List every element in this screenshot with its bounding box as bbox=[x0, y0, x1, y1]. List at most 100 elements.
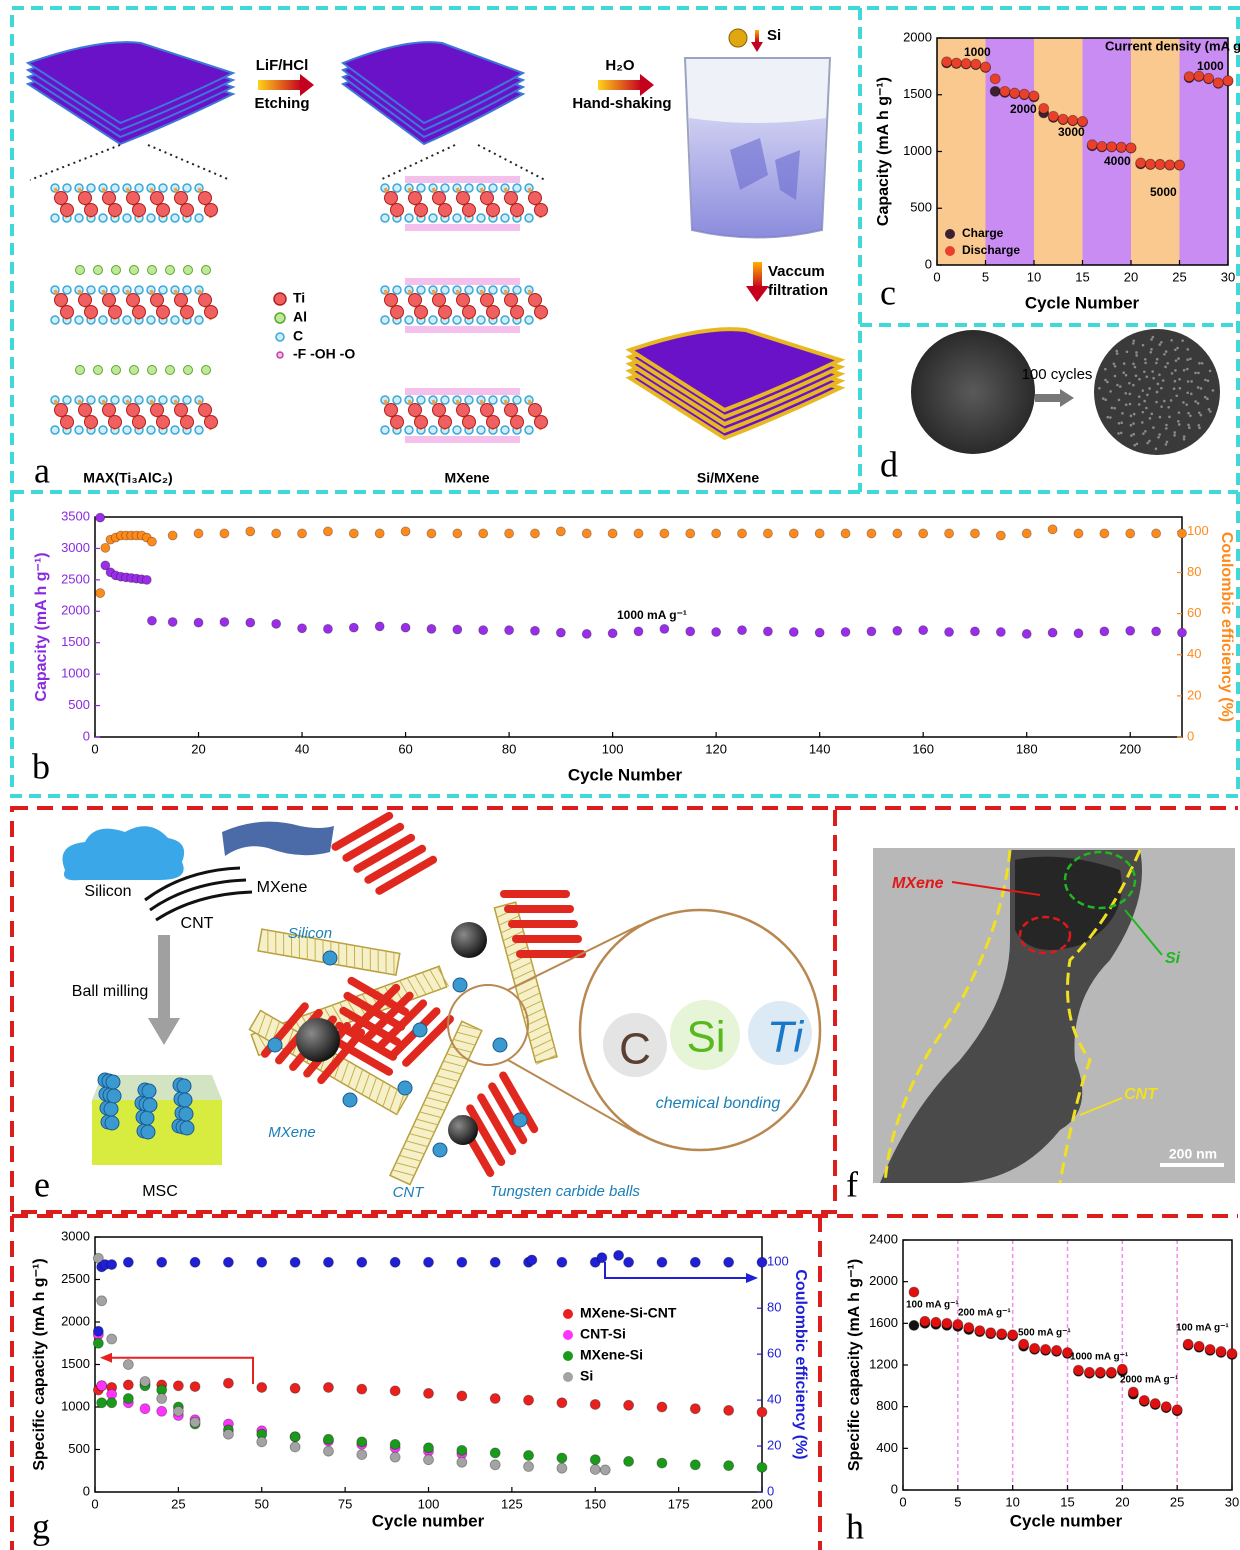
cnt-ring bbox=[422, 1104, 445, 1111]
data-point bbox=[1212, 77, 1224, 89]
atom-ti bbox=[462, 305, 476, 319]
cnt-ring bbox=[406, 977, 419, 998]
atom-c bbox=[194, 425, 204, 435]
data-point bbox=[656, 1457, 668, 1469]
silicon-ball bbox=[342, 1092, 358, 1108]
cnt-ring bbox=[347, 1065, 357, 1087]
atom-c bbox=[86, 183, 96, 193]
legend-swatch bbox=[276, 351, 284, 359]
cnt-ring bbox=[498, 915, 520, 926]
data-point bbox=[989, 73, 1001, 85]
data-point bbox=[599, 1464, 611, 1476]
termination bbox=[405, 176, 520, 183]
silicon-ball bbox=[412, 1022, 428, 1038]
arrow-head bbox=[100, 1352, 112, 1363]
silicon-ball bbox=[140, 1124, 156, 1140]
atom-ti bbox=[180, 415, 194, 429]
speckle bbox=[1173, 379, 1177, 383]
atom-c bbox=[170, 425, 180, 435]
cnt-ring bbox=[433, 1082, 455, 1090]
atom-ti bbox=[390, 415, 404, 429]
data-point bbox=[1018, 88, 1030, 100]
pointer bbox=[1079, 1097, 1123, 1116]
annotation: 4000 bbox=[1104, 154, 1131, 168]
data-point bbox=[1086, 139, 1098, 151]
atom-c bbox=[428, 213, 438, 223]
speckle bbox=[1196, 402, 1200, 405]
atom-c bbox=[452, 315, 462, 325]
speckle bbox=[1124, 373, 1128, 377]
speckle bbox=[1122, 362, 1126, 365]
label: CNT bbox=[393, 1184, 426, 1201]
data-point bbox=[193, 617, 204, 628]
data-point bbox=[106, 1333, 118, 1345]
data-point bbox=[623, 1256, 634, 1268]
speckle bbox=[1132, 339, 1136, 343]
cnt-ring bbox=[331, 1004, 344, 1025]
data-point bbox=[1051, 1345, 1062, 1356]
x-tick-label: 100 bbox=[418, 1496, 440, 1511]
data-point bbox=[995, 627, 1006, 637]
data-point bbox=[423, 1454, 434, 1466]
cnt-ring bbox=[298, 935, 300, 959]
data-point bbox=[245, 526, 256, 537]
y-tick-label: 2000 bbox=[903, 29, 932, 44]
cnt-ring bbox=[361, 946, 363, 970]
speckle bbox=[1146, 393, 1149, 397]
data-point bbox=[96, 1380, 108, 1392]
mxene-sheet bbox=[222, 821, 334, 856]
y-tick-label: 400 bbox=[876, 1440, 898, 1455]
speckle bbox=[1172, 387, 1176, 390]
shaded-region bbox=[937, 38, 986, 265]
speckle bbox=[1128, 392, 1132, 396]
arrow bbox=[746, 286, 769, 302]
speckle bbox=[1160, 386, 1163, 390]
speckle bbox=[1148, 439, 1151, 443]
data-point bbox=[456, 1444, 468, 1456]
atom-c bbox=[134, 285, 144, 295]
data-point bbox=[555, 526, 566, 537]
y-axis-label: Capacity (mA h g⁻¹) bbox=[33, 552, 50, 701]
data-point bbox=[623, 1399, 634, 1411]
atom-ti bbox=[180, 305, 194, 319]
atom-ti bbox=[504, 191, 518, 205]
data-point bbox=[685, 528, 696, 539]
data-point bbox=[1067, 114, 1079, 126]
x-tick-label: 100 bbox=[602, 741, 624, 756]
atom-c bbox=[50, 213, 60, 223]
x-tick-label: 50 bbox=[255, 1496, 269, 1511]
atom-ti bbox=[510, 305, 524, 319]
label: MXene bbox=[892, 875, 944, 892]
data-point bbox=[289, 1256, 301, 1268]
atom-ti bbox=[534, 305, 548, 319]
speckle bbox=[1197, 371, 1200, 375]
data-point bbox=[1138, 1395, 1150, 1406]
speckle bbox=[1138, 377, 1141, 381]
speckle bbox=[1165, 423, 1168, 427]
arrow bbox=[105, 1356, 254, 1385]
panel-border bbox=[10, 6, 1240, 798]
cnt-ring bbox=[377, 949, 379, 973]
atom-ti bbox=[390, 203, 404, 217]
data-point bbox=[478, 528, 489, 539]
x-tick-label: 60 bbox=[398, 741, 412, 756]
flake bbox=[775, 150, 800, 200]
data-point bbox=[685, 626, 696, 637]
data-point bbox=[1038, 102, 1050, 114]
cnt-ring bbox=[399, 1154, 422, 1162]
speckle bbox=[1187, 423, 1190, 427]
atom-c bbox=[404, 213, 414, 223]
data-point bbox=[156, 1256, 168, 1268]
series bbox=[908, 1286, 1238, 1416]
data-point bbox=[156, 1393, 168, 1404]
data-point bbox=[814, 528, 825, 539]
data-point bbox=[711, 528, 722, 539]
speckle bbox=[1117, 421, 1121, 425]
y-tick-label: 2000 bbox=[61, 603, 90, 618]
atom-c bbox=[428, 425, 438, 435]
speckle bbox=[1133, 443, 1136, 447]
series bbox=[95, 512, 1187, 639]
x-tick-label: 20 bbox=[1115, 1494, 1129, 1509]
y-tick-label: 800 bbox=[876, 1398, 898, 1413]
speckle bbox=[1166, 361, 1170, 365]
